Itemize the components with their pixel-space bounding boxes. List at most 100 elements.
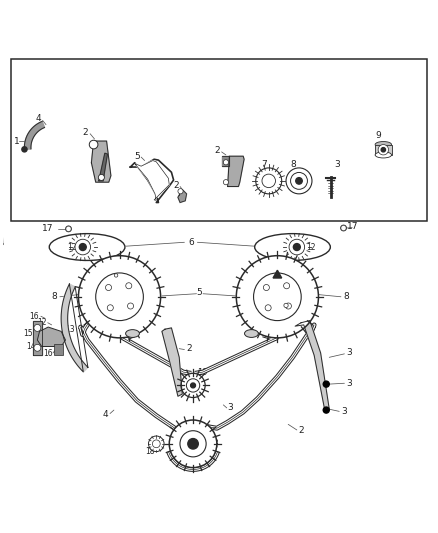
Ellipse shape [254,233,330,261]
Polygon shape [99,153,107,181]
Circle shape [89,140,98,149]
Text: 9: 9 [376,131,381,140]
Circle shape [188,439,198,449]
Circle shape [148,436,164,451]
Circle shape [286,168,312,194]
Circle shape [283,282,290,289]
Circle shape [107,305,113,311]
Circle shape [236,256,318,338]
Ellipse shape [375,152,392,158]
Text: 2: 2 [214,146,219,155]
Text: 3: 3 [335,159,340,168]
Circle shape [34,325,41,332]
Circle shape [342,227,345,230]
Text: 14: 14 [26,342,36,351]
Polygon shape [25,122,45,149]
Text: 3: 3 [346,379,352,388]
Circle shape [79,244,86,251]
Text: 10: 10 [298,302,309,311]
Circle shape [22,147,27,152]
Circle shape [187,379,200,392]
Polygon shape [223,156,230,166]
Text: 8: 8 [51,292,57,301]
Circle shape [289,239,304,255]
Circle shape [169,420,217,467]
FancyBboxPatch shape [11,59,427,221]
Text: 2: 2 [82,128,88,137]
Text: 3: 3 [342,407,347,416]
Text: 10: 10 [86,302,97,311]
Circle shape [262,174,276,188]
Circle shape [67,228,70,230]
Bar [375,144,392,155]
Circle shape [114,273,118,277]
Circle shape [265,305,271,311]
Circle shape [323,381,329,387]
Text: 2: 2 [186,344,191,353]
Text: 11: 11 [264,330,273,339]
Polygon shape [134,160,169,200]
Text: 17: 17 [347,222,359,231]
Circle shape [323,407,329,413]
Circle shape [293,244,300,251]
Circle shape [66,226,71,232]
Polygon shape [178,190,187,203]
Polygon shape [61,284,88,372]
Circle shape [78,256,161,338]
Text: 15: 15 [23,329,33,338]
Polygon shape [273,270,282,278]
Polygon shape [37,327,66,346]
Circle shape [256,168,282,194]
Text: 4: 4 [102,410,108,419]
Text: 16: 16 [43,349,53,358]
Text: 1: 1 [14,136,19,146]
Circle shape [99,174,104,181]
Ellipse shape [126,329,139,337]
Circle shape [152,440,160,448]
Bar [54,344,64,355]
Circle shape [127,303,134,309]
Circle shape [223,160,229,165]
Text: 12: 12 [37,318,46,327]
Ellipse shape [244,329,258,337]
Text: 11: 11 [114,330,124,339]
Circle shape [34,344,41,351]
Circle shape [378,144,389,155]
Text: 18: 18 [145,447,155,456]
Circle shape [75,239,91,255]
Circle shape [254,273,301,320]
Circle shape [286,303,291,309]
Text: 3: 3 [212,439,218,448]
Circle shape [126,282,132,289]
Text: 7: 7 [261,159,267,168]
Polygon shape [33,320,42,355]
Circle shape [263,285,269,290]
Circle shape [296,177,302,184]
Text: 8: 8 [290,159,296,168]
Text: 5: 5 [134,152,140,161]
Text: 8: 8 [344,292,350,301]
Text: 12: 12 [306,243,315,252]
Circle shape [223,180,229,185]
Polygon shape [0,235,4,352]
Text: 3: 3 [346,349,352,358]
Circle shape [340,225,346,231]
Text: 5: 5 [197,288,202,297]
Circle shape [284,303,288,308]
Text: 17: 17 [42,224,54,233]
Circle shape [381,148,385,152]
Circle shape [178,189,183,194]
Text: 6: 6 [188,238,194,247]
Polygon shape [92,141,111,182]
Text: 7: 7 [201,443,206,452]
Polygon shape [162,328,182,396]
Circle shape [181,373,205,398]
Text: 19: 19 [197,368,208,377]
Text: 12: 12 [67,243,76,252]
Text: 2: 2 [173,181,179,190]
Circle shape [191,383,195,388]
Polygon shape [295,320,329,411]
Circle shape [290,173,307,189]
Circle shape [106,285,112,290]
Text: 16: 16 [29,312,39,321]
